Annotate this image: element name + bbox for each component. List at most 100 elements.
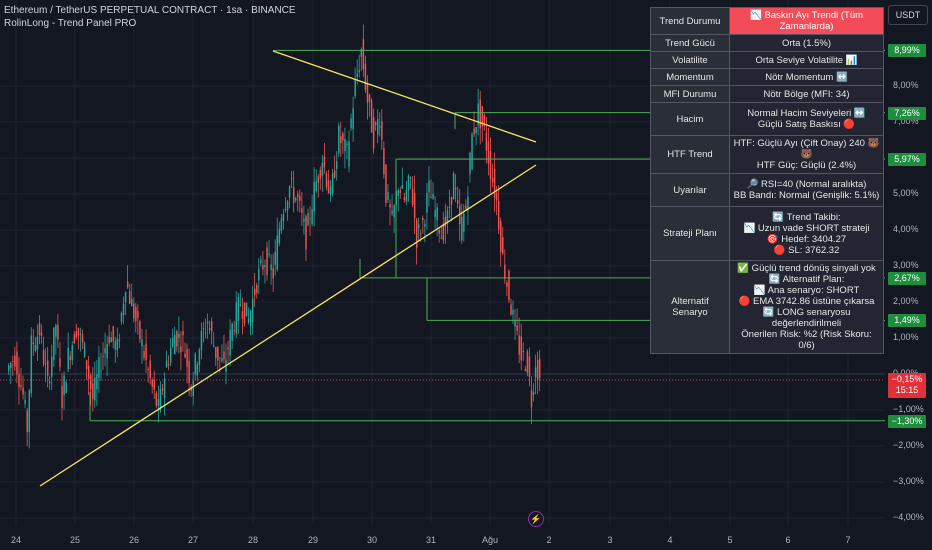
candle-body [475, 127, 477, 134]
candle-body [301, 208, 303, 213]
candle-body [124, 292, 127, 302]
level-badge: 5,97% [888, 153, 926, 167]
panel-row-label: Hacim [650, 102, 730, 136]
candle-body [249, 310, 252, 327]
y-tick-label: 4,00% [893, 224, 919, 234]
candle-body [319, 169, 322, 179]
candle-body [536, 359, 539, 381]
panel-value-line: Nötr Bölge (MFI: 34) [763, 88, 850, 100]
panel-value-line: BB Bandı: Normal (Genişlik: 5.1%) [733, 190, 880, 201]
panel-row: Hacim Normal Hacim Seviyeleri ↔️ Güçlü Sat… [650, 102, 884, 136]
candle-body [348, 141, 350, 167]
candle-body [258, 268, 260, 281]
candle-body [256, 285, 258, 293]
candle-body [137, 311, 139, 318]
candle-body [235, 302, 238, 334]
candle-body [508, 270, 510, 301]
candle-body [286, 201, 289, 211]
candle-body [467, 196, 469, 211]
candle-body [354, 80, 356, 97]
x-tick-label: 6 [785, 535, 791, 545]
candle-body [356, 73, 358, 78]
panel-row-value: 🔎 RSI=40 (Normal aralıkta) BB Bandı: Norm… [729, 173, 884, 207]
candle-body [96, 374, 98, 390]
candle-body [174, 334, 176, 355]
candle-body [344, 139, 346, 152]
candle-body [432, 194, 434, 199]
candle-body [270, 264, 272, 270]
lightning-icon[interactable]: ⚡ [528, 511, 544, 527]
candle-body [407, 175, 410, 191]
candle-body [120, 312, 123, 322]
candle-body [182, 331, 184, 336]
level-badge: 1,49% [888, 314, 926, 328]
candle-body [424, 224, 426, 227]
candle-body [323, 156, 326, 168]
candle-body [241, 311, 244, 319]
candle-body [153, 380, 156, 390]
candle-body [372, 117, 375, 149]
candle-body [399, 190, 402, 193]
candle-body [512, 309, 514, 315]
candle-body [338, 125, 340, 154]
price-axis[interactable]: 8,00%7,00%6,00%5,00%4,00%3,00%2,00%1,00%… [885, 0, 932, 525]
bar-countdown: 15:15 [895, 385, 919, 396]
candle-body [272, 268, 274, 279]
candle-body [514, 319, 516, 327]
candle-body [502, 237, 504, 254]
currency-button[interactable]: USDT [888, 5, 928, 25]
candle-body [135, 306, 137, 322]
candle-body [500, 220, 502, 252]
candle-body [534, 367, 537, 378]
candle-body [311, 209, 313, 224]
y-tick-label: 2,00% [893, 296, 919, 306]
level-badge: 7,26% [888, 106, 926, 120]
panel-value-line: Orta Seviye Volatilite 📊 [755, 54, 858, 66]
candle-body [444, 216, 447, 228]
x-tick-label: 7 [845, 535, 851, 545]
candle-body [75, 331, 78, 338]
panel-row: Uyarılar 🔎 RSI=40 (Normal aralıkta) BB Ban… [650, 173, 884, 207]
candle-body [411, 188, 414, 205]
panel-row: HTF Trend HTF: Güçlü Ayı (Çift Onay) 240 … [650, 135, 884, 174]
candle-body [489, 150, 492, 179]
candle-body [428, 180, 430, 193]
candle-body [73, 334, 76, 344]
x-tick-label: 4 [667, 535, 673, 545]
candle-body [172, 337, 174, 347]
candle-body [38, 322, 41, 336]
panel-row-label: Alternatif Senaryo [650, 260, 730, 354]
candle-body [262, 265, 264, 270]
candle-body [506, 282, 508, 287]
candle-body [161, 388, 164, 391]
candle-body [282, 214, 285, 221]
candle-body [278, 228, 281, 244]
candle-body [208, 328, 211, 330]
candle-body [336, 161, 338, 170]
candle-body [63, 375, 65, 396]
candle-body [530, 390, 533, 408]
candle-body [32, 342, 35, 345]
candle-body [487, 141, 490, 164]
candle-body [438, 230, 440, 234]
panel-row: MFI Durumu Nötr Bölge (MFI: 34) [650, 85, 884, 103]
candle-body [342, 133, 344, 141]
candle-body [219, 357, 221, 359]
symbol-title[interactable]: Ethereum / TetherUS PERPETUAL CONTRACT ·… [4, 5, 296, 16]
x-tick-label: 5 [727, 535, 733, 545]
time-axis[interactable]: 24 25 26 27 28 29 30 31 Ağu 2 3 4 5 6 7 [0, 525, 885, 550]
x-tick-label: 3 [607, 535, 613, 545]
chart-header: Ethereum / TetherUS PERPETUAL CONTRACT ·… [4, 4, 296, 30]
candle-body [169, 348, 172, 363]
candle-body [524, 369, 527, 371]
candle-body [274, 251, 276, 265]
candle-body [418, 224, 420, 228]
level-badge: 8,99% [888, 44, 926, 58]
candle-body [92, 383, 94, 400]
candle-body [284, 209, 287, 211]
candle-body [280, 218, 283, 231]
indicator-label[interactable]: RolinLong - Trend Panel PRO [4, 18, 137, 29]
candle-body [139, 321, 141, 340]
panel-row-label: Strateji Planı [650, 206, 730, 261]
candle-body [206, 321, 209, 324]
